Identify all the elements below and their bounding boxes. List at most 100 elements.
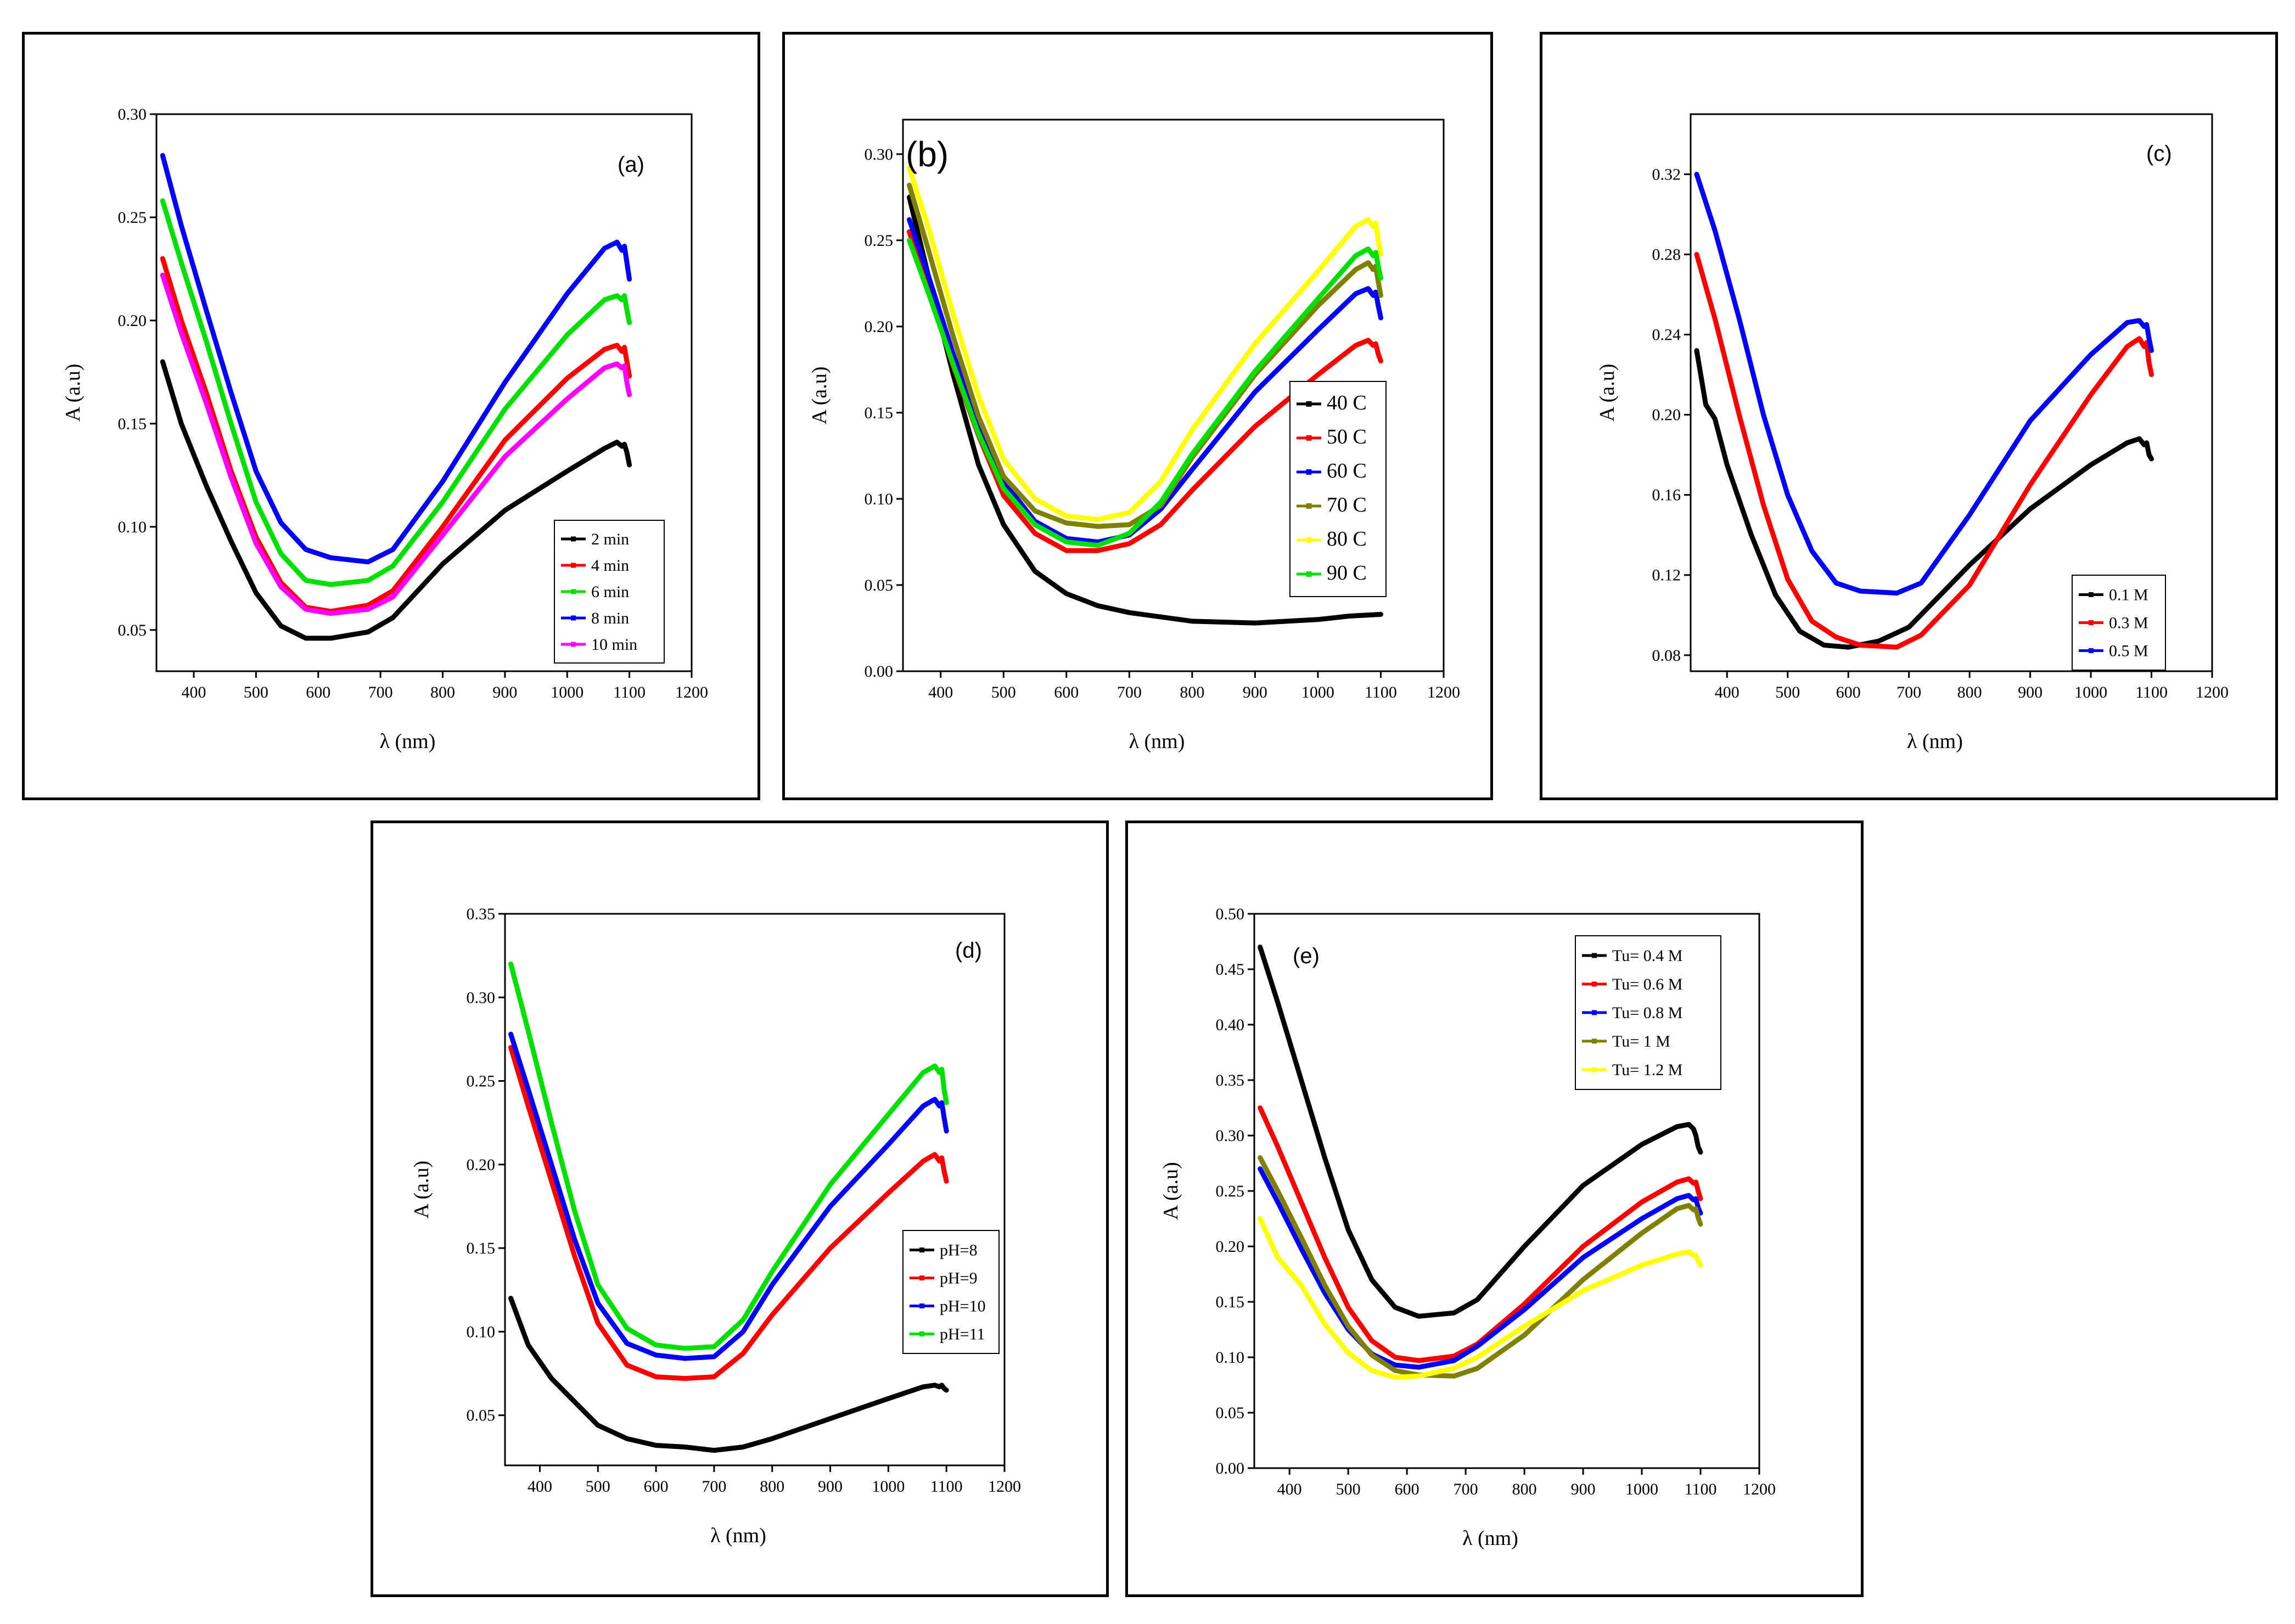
x-tick-label: 1200 <box>1743 1480 1776 1498</box>
y-tick-label: 0.32 <box>1652 166 1681 184</box>
series-line-2-min <box>160 359 632 641</box>
legend-marker <box>2089 592 2094 597</box>
y-tick-label: 0.25 <box>118 209 147 227</box>
series-line-tu-0-4-m <box>1258 945 1703 1319</box>
legend-marker <box>1592 1010 1597 1015</box>
legend-marker <box>1306 571 1312 577</box>
x-axis-label: λ (nm) <box>1462 1527 1518 1550</box>
x-tick-label: 400 <box>1277 1480 1302 1498</box>
series-line-ph-8 <box>508 1296 949 1453</box>
legend-marker <box>571 589 576 594</box>
x-tick-label: 900 <box>2018 683 2043 701</box>
legend-marker <box>919 1303 924 1308</box>
chart-d: 400 500 600 700 800 900 1000 1100 1200 0.05 0.10 0.… <box>410 905 1021 1547</box>
panel-a: 400 500 600 700 800 900 1000 1100 1200 0.05 0.10 0.… <box>22 32 760 800</box>
x-tick-label: 1000 <box>2074 683 2107 701</box>
y-axis-label: A (a.u) <box>410 1161 433 1219</box>
y-tick-label: 0.45 <box>1216 960 1245 979</box>
x-tick-label: 700 <box>1454 1480 1478 1498</box>
series-line-0-3-m <box>1694 252 2154 650</box>
series-line-tu-0-8-m <box>1258 1166 1703 1370</box>
y-tick-label: 0.28 <box>1652 246 1681 264</box>
series-line-0-5-m <box>1694 172 2154 596</box>
legend-label: 2 min <box>591 530 629 548</box>
legend-label: Tu= 1 M <box>1612 1032 1670 1050</box>
legend-marker <box>571 536 576 542</box>
x-tick-label: 500 <box>244 683 268 701</box>
y-tick-label: 0.50 <box>1216 905 1245 923</box>
legend-label: 70 C <box>1327 493 1367 516</box>
legend-label: pH=11 <box>940 1325 985 1344</box>
y-tick-label: 0.25 <box>865 232 894 250</box>
y-tick-label: 0.05 <box>1216 1404 1245 1422</box>
panel-e: 400 500 600 700 800 900 1000 1100 1200 0.00 0.05 0.… <box>1125 821 1864 1597</box>
legend-marker <box>1306 435 1312 441</box>
y-tick-label: 0.30 <box>1216 1127 1245 1145</box>
legend-marker <box>1592 953 1597 958</box>
series-line-90-c <box>907 238 1383 548</box>
legend-box <box>1289 381 1387 597</box>
y-tick-label: 0.08 <box>1652 647 1681 665</box>
x-tick-label: 500 <box>586 1477 610 1496</box>
y-tick-label: 0.05 <box>118 621 147 639</box>
x-tick-label: 600 <box>644 1477 669 1496</box>
legend-label: 40 C <box>1327 391 1367 414</box>
y-tick-label: 0.10 <box>118 518 147 536</box>
series-line-40-c <box>907 194 1383 626</box>
x-axis-label: λ (nm) <box>710 1524 766 1547</box>
y-tick-label: 0.12 <box>1652 566 1681 585</box>
y-tick-label: 0.20 <box>118 312 147 330</box>
panel-tag: (e) <box>1293 944 1320 968</box>
legend-label: 6 min <box>591 583 629 601</box>
x-tick-label: 900 <box>1571 1480 1596 1498</box>
chart-b: 400 500 600 700 800 900 1000 1100 1200 0.00 0.05 0.… <box>808 119 1460 753</box>
legend-label: Tu= 1.2 M <box>1612 1061 1682 1079</box>
y-tick-label: 0.10 <box>1216 1348 1245 1367</box>
y-tick-label: 0.25 <box>1216 1182 1245 1200</box>
y-tick-label: 0.40 <box>1216 1016 1245 1034</box>
x-tick-label: 1000 <box>551 683 583 701</box>
legend-label: Tu= 0.4 M <box>1612 947 1682 965</box>
x-tick-label: 700 <box>368 683 393 701</box>
x-tick-label: 1100 <box>2135 683 2168 701</box>
y-tick-label: 0.35 <box>467 905 496 923</box>
legend-marker <box>1306 469 1312 475</box>
series-line-8-min <box>160 153 632 565</box>
legend-label: 0.1 M <box>2109 586 2148 604</box>
y-tick-label: 0.35 <box>1216 1071 1245 1089</box>
x-tick-label: 400 <box>528 1477 552 1496</box>
x-tick-label: 900 <box>1243 683 1267 701</box>
x-tick-label: 800 <box>430 683 455 701</box>
y-tick-label: 0.05 <box>467 1407 496 1425</box>
y-tick-label: 0.24 <box>1652 326 1681 344</box>
plot-frame <box>902 119 1445 672</box>
panel-tag: (c) <box>2146 142 2172 166</box>
legend-label: 0.3 M <box>2109 614 2148 632</box>
legend-marker <box>1592 1067 1597 1072</box>
x-axis-label: λ (nm) <box>1907 730 1963 753</box>
x-tick-label: 1200 <box>675 683 708 701</box>
panel-b: 400 500 600 700 800 900 1000 1100 1200 0.00 0.05 0.… <box>782 32 1493 800</box>
legend-label: pH=9 <box>940 1269 978 1288</box>
legend-label: 90 C <box>1327 561 1367 585</box>
legend-label: Tu= 0.8 M <box>1612 1004 1682 1022</box>
series-line-10-min <box>160 272 632 616</box>
x-tick-label: 600 <box>1395 1480 1419 1498</box>
y-tick-label: 0.30 <box>467 988 496 1007</box>
legend-marker <box>571 563 576 568</box>
series-line-6-min <box>160 198 632 587</box>
x-tick-label: 900 <box>818 1477 843 1496</box>
y-axis-label: A (a.u) <box>1596 364 1619 422</box>
series-line-ph-11 <box>508 961 949 1351</box>
legend-marker <box>919 1247 924 1252</box>
legend-label: 4 min <box>591 557 629 575</box>
x-tick-label: 400 <box>1715 683 1740 701</box>
x-tick-label: 1100 <box>1685 1480 1717 1498</box>
legend-label: Tu= 0.6 M <box>1612 975 1682 993</box>
legend-marker <box>1592 981 1597 987</box>
x-tick-label: 1200 <box>1427 683 1460 701</box>
series-line-tu-1-m <box>1258 1155 1703 1379</box>
x-tick-label: 800 <box>1512 1480 1537 1498</box>
y-tick-label: 0.15 <box>118 415 147 433</box>
legend-label: 8 min <box>591 609 629 627</box>
